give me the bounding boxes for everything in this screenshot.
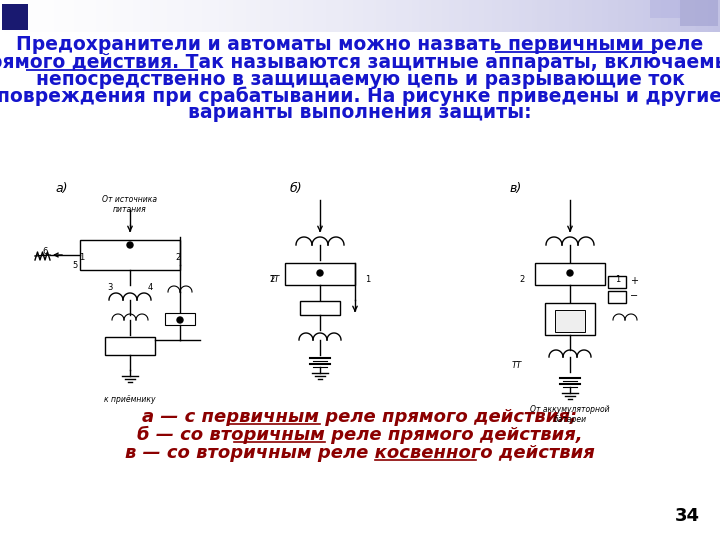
Text: в): в) (510, 182, 522, 195)
Bar (555, 310, 585, 332)
Text: 1: 1 (365, 275, 371, 285)
Bar (285, 263, 355, 285)
Text: 1: 1 (79, 253, 85, 261)
Bar (165, 313, 195, 325)
Text: б): б) (290, 182, 302, 195)
Text: +: + (630, 276, 638, 286)
Bar (608, 276, 626, 288)
Text: к приёмнику: к приёмнику (104, 395, 156, 404)
Text: Предохранители и автоматы можно назвать первичными реле: Предохранители и автоматы можно назвать … (17, 35, 703, 54)
Circle shape (317, 270, 323, 276)
Circle shape (567, 270, 573, 276)
Text: 5: 5 (73, 260, 78, 269)
Bar (105, 337, 155, 355)
Text: 4: 4 (148, 282, 153, 292)
Bar (2, 4, 28, 30)
Text: б — со вторичным реле прямого действия,: б — со вторичным реле прямого действия, (138, 426, 582, 444)
Text: 34: 34 (675, 507, 700, 525)
Text: а — с первичным реле прямого действия;: а — с первичным реле прямого действия; (143, 408, 577, 426)
Text: −: − (630, 291, 638, 301)
Circle shape (177, 317, 183, 323)
Text: повреждения при срабатывании. На рисунке приведены и другие: повреждения при срабатывании. На рисунке… (0, 86, 720, 106)
Text: прямого действия. Так называются защитные аппараты, включаемые: прямого действия. Так называются защитны… (0, 53, 720, 72)
Text: а): а) (55, 182, 68, 195)
Text: 2: 2 (269, 275, 274, 285)
Bar (20, 185, 700, 415)
Text: От источника
питания: От источника питания (102, 195, 158, 214)
Text: 2: 2 (519, 275, 525, 285)
Bar (608, 291, 626, 303)
Bar (545, 303, 595, 335)
Bar (535, 263, 605, 285)
Text: ТТ: ТТ (512, 361, 522, 369)
Text: 3: 3 (107, 282, 113, 292)
Text: ТТ: ТТ (270, 275, 280, 285)
Text: 1: 1 (616, 275, 621, 285)
Bar (80, 240, 180, 270)
Circle shape (127, 242, 133, 248)
Text: непосредственно в защищаемую цепь и разрывающие ток: непосредственно в защищаемую цепь и разр… (35, 70, 685, 89)
Text: От аккумуляторной
батареи: От аккумуляторной батареи (530, 405, 610, 424)
Text: в — со вторичным реле косвенного действия: в — со вторичным реле косвенного действи… (125, 444, 595, 462)
Text: 2: 2 (176, 253, 181, 261)
Bar (650, 0, 680, 18)
Bar (680, 0, 718, 26)
Bar (300, 301, 340, 315)
Text: варианты выполнения защиты:: варианты выполнения защиты: (188, 103, 532, 122)
Text: 6: 6 (42, 247, 48, 256)
